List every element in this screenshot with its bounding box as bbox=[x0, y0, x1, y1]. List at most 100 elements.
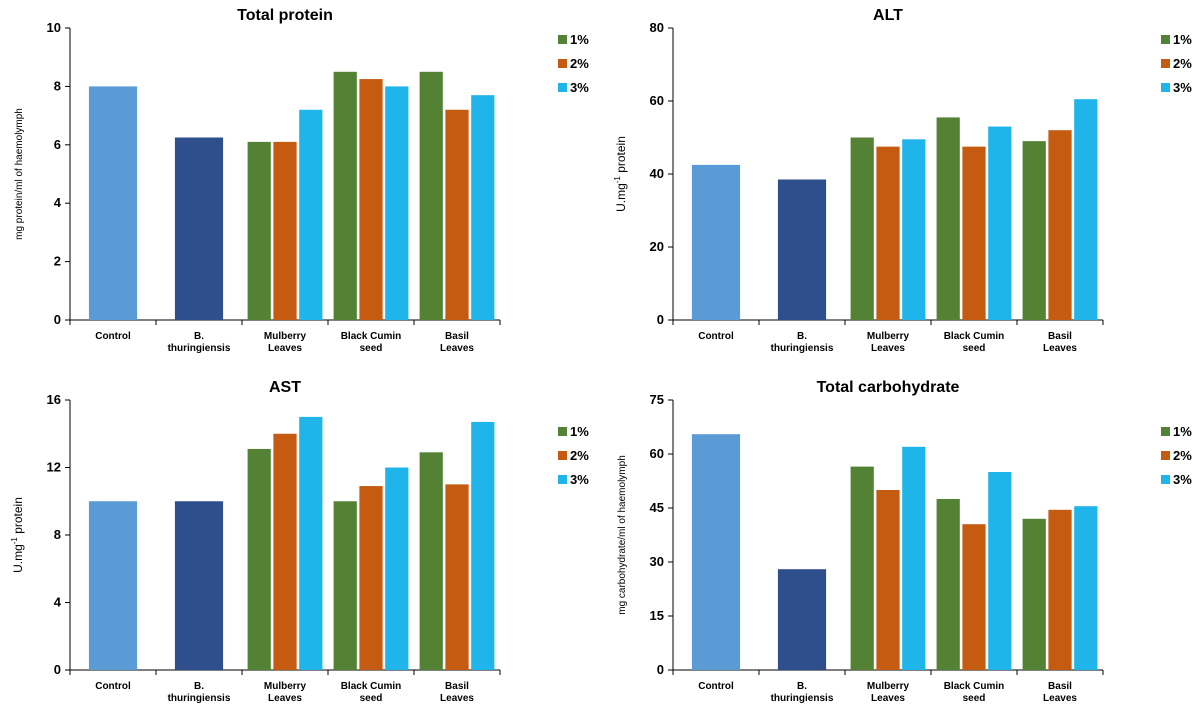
bar-black-cumin-seed-1 bbox=[333, 71, 357, 320]
legend-swatch bbox=[1161, 83, 1170, 92]
x-category-label: Black Cumin bbox=[341, 331, 402, 342]
x-category-label: Control bbox=[95, 681, 131, 692]
legend-label: 1% bbox=[570, 424, 589, 439]
bar-mulberry-leaves-1 bbox=[850, 137, 874, 320]
legend-swatch bbox=[558, 475, 567, 484]
chart-total-protein: Total protein 0 2 4 6 8 10 mg protein/ml of hae… bbox=[0, 0, 600, 372]
y-tick-label: 40 bbox=[650, 166, 664, 181]
x-category-label: Control bbox=[698, 331, 734, 342]
legend-swatch bbox=[558, 59, 567, 68]
bar-basil-leaves-3 bbox=[471, 95, 495, 320]
x-category-label: B. bbox=[797, 681, 807, 692]
y-tick-label: 60 bbox=[650, 446, 664, 461]
legend-swatch bbox=[558, 451, 567, 460]
x-category-label: Leaves bbox=[1043, 343, 1077, 354]
legend-swatch bbox=[558, 427, 567, 436]
bar-basil-leaves-3 bbox=[1074, 99, 1098, 320]
y-tick-label: 45 bbox=[650, 500, 664, 515]
x-category-label: Mulberry bbox=[867, 331, 910, 342]
y-tick-label: 75 bbox=[650, 392, 664, 407]
bar-mulberry-leaves-3 bbox=[902, 139, 926, 320]
x-category-label: Leaves bbox=[871, 343, 905, 354]
x-category-label: Black Cumin bbox=[944, 681, 1005, 692]
y-tick-label: 8 bbox=[54, 527, 61, 542]
x-category-label: seed bbox=[963, 693, 986, 704]
y-tick-label: 15 bbox=[650, 608, 664, 623]
bar-basil-leaves-2 bbox=[445, 484, 469, 670]
y-tick-label: 10 bbox=[47, 20, 61, 35]
y-axis-label: U.mg-1 protein bbox=[613, 136, 628, 212]
chart-title: Total carbohydrate bbox=[817, 379, 960, 396]
legend-swatch bbox=[558, 35, 567, 44]
bar-black-cumin-seed-1 bbox=[333, 501, 357, 670]
legend-label: 2% bbox=[570, 448, 589, 463]
x-category-label: Mulberry bbox=[264, 331, 307, 342]
bar-mulberry-leaves-2 bbox=[876, 490, 900, 670]
x-category-label: Leaves bbox=[871, 693, 905, 704]
bar-basil-leaves-1 bbox=[1022, 141, 1046, 320]
y-tick-label: 2 bbox=[54, 254, 61, 269]
chart-ast: AST 0 4 8 12 16 U.mg-1 protein Control B. thuring… bbox=[0, 372, 600, 722]
bar-basil-leaves-2 bbox=[1048, 130, 1072, 320]
x-category-label: Leaves bbox=[268, 693, 302, 704]
x-category-label: Leaves bbox=[440, 693, 474, 704]
legend-label: 1% bbox=[1173, 424, 1192, 439]
bar-b-thuringiensis bbox=[174, 501, 224, 670]
x-category-label: Leaves bbox=[268, 343, 302, 354]
y-axis-label-sup: -1 bbox=[613, 176, 622, 184]
y-tick-label: 30 bbox=[650, 554, 664, 569]
legend-label: 1% bbox=[570, 32, 589, 47]
x-category-label: Control bbox=[698, 681, 734, 692]
y-tick-label: 80 bbox=[650, 20, 664, 35]
bar-black-cumin-seed-2 bbox=[962, 146, 986, 320]
chart-svg-total-protein: Total protein 0 2 4 6 8 10 mg protein/ml of hae… bbox=[14, 7, 589, 354]
legend-label: 2% bbox=[570, 56, 589, 71]
bar-mulberry-leaves-1 bbox=[850, 466, 874, 670]
bar-mulberry-leaves-3 bbox=[902, 446, 926, 670]
y-axis-label: mg carbohydrate/ml of haemolymph bbox=[617, 455, 628, 615]
chart-total-carbohydrate: Total carbohydrate 0 15 30 45 60 75 mg carbohyd… bbox=[603, 372, 1203, 722]
bar-black-cumin-seed-2 bbox=[962, 524, 986, 670]
chart-title: AST bbox=[269, 379, 301, 396]
bar-control bbox=[691, 164, 741, 320]
bar-basil-leaves-1 bbox=[419, 71, 443, 320]
x-category-label: Basil bbox=[445, 681, 469, 692]
y-axis-label: mg protein/ml of haemolymph bbox=[14, 108, 25, 240]
bar-black-cumin-seed-1 bbox=[936, 117, 960, 320]
y-tick-label: 0 bbox=[54, 662, 61, 677]
bar-basil-leaves-3 bbox=[1074, 506, 1098, 670]
chart-svg-ast: AST 0 4 8 12 16 U.mg-1 protein Control B.thuring… bbox=[10, 379, 589, 704]
y-axis-label-main: U.mg bbox=[614, 183, 628, 212]
x-category-label: thuringiensis bbox=[771, 693, 834, 704]
y-axis-label-tail: protein bbox=[11, 497, 25, 537]
bar-mulberry-leaves-2 bbox=[876, 146, 900, 320]
legend-label: 1% bbox=[1173, 32, 1192, 47]
y-axis-label: U.mg-1 protein bbox=[10, 497, 25, 573]
bar-mulberry-leaves-2 bbox=[273, 433, 297, 670]
x-category-label: Leaves bbox=[440, 343, 474, 354]
legend-label: 3% bbox=[570, 80, 589, 95]
legend-swatch bbox=[1161, 427, 1170, 436]
bar-basil-leaves-2 bbox=[1048, 509, 1072, 670]
bar-control bbox=[88, 501, 138, 670]
x-category-label: seed bbox=[963, 343, 986, 354]
x-category-label: seed bbox=[360, 693, 383, 704]
bar-basil-leaves-3 bbox=[471, 421, 495, 670]
bar-b-thuringiensis bbox=[174, 137, 224, 320]
bar-black-cumin-seed-3 bbox=[988, 472, 1012, 670]
y-tick-label: 20 bbox=[650, 239, 664, 254]
legend-label: 2% bbox=[1173, 448, 1192, 463]
bar-mulberry-leaves-1 bbox=[247, 141, 271, 320]
legend-label: 3% bbox=[1173, 472, 1192, 487]
chart-svg-alt: ALT 0 20 40 60 80 U.mg-1 protein Control B.thuri… bbox=[613, 7, 1192, 354]
legend-label: 2% bbox=[1173, 56, 1192, 71]
y-tick-label: 6 bbox=[54, 137, 61, 152]
x-category-label: Basil bbox=[445, 331, 469, 342]
x-category-label: Basil bbox=[1048, 331, 1072, 342]
y-tick-label: 8 bbox=[54, 78, 61, 93]
x-category-label: Mulberry bbox=[264, 681, 307, 692]
x-category-label: Black Cumin bbox=[944, 331, 1005, 342]
y-axis-label-main: U.mg bbox=[11, 544, 25, 573]
x-category-label: seed bbox=[360, 343, 383, 354]
x-category-label: thuringiensis bbox=[168, 693, 231, 704]
